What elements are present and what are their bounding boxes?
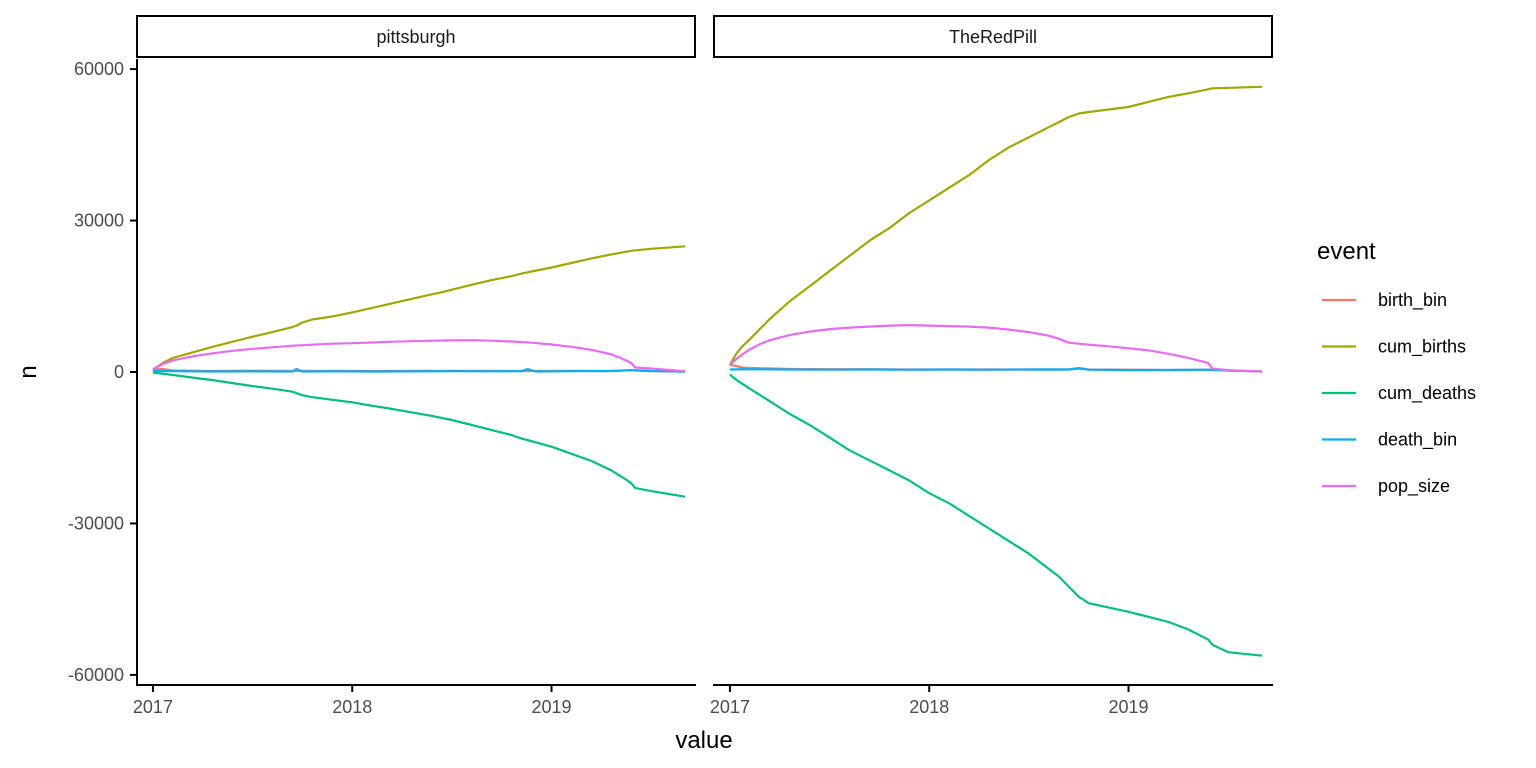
series-line-cum_deaths — [729, 373, 1263, 657]
strip-label-pittsburgh: pittsburgh — [376, 27, 455, 47]
legend-title: event — [1317, 238, 1376, 265]
series-group-theredpill — [728, 85, 1263, 657]
x-ticks-pittsburgh: 2017 2018 2019 — [133, 685, 572, 717]
x-tick-label: 2019 — [1108, 697, 1148, 717]
x-tick-label: 2019 — [531, 697, 571, 717]
x-ticks-theredpill: 2017 2018 2019 — [710, 685, 1149, 717]
series-line-death_bin — [729, 367, 1263, 373]
legend-items: birth_bin cum_births cum_deaths death_binpo… — [1322, 290, 1476, 497]
x-tick-label: 2017 — [133, 697, 173, 717]
y-tick-label: 60000 — [74, 59, 124, 79]
legend-label-death_bin: death_bin — [1378, 430, 1457, 451]
legend-label-cum_deaths: cum_deaths — [1378, 383, 1476, 404]
x-tick-label: 2017 — [710, 697, 750, 717]
series-line-cum_births — [728, 85, 1263, 366]
series-line-cum_deaths — [152, 371, 686, 498]
strip-label-theredpill: TheRedPill — [949, 27, 1037, 47]
y-ticks: 60000 30000 0 -30000 -60000 — [68, 59, 137, 685]
y-tick-label: 30000 — [74, 211, 124, 231]
x-tick-label: 2018 — [332, 697, 372, 717]
series-line-death_bin — [152, 367, 686, 373]
legend-label-pop_size: pop_size — [1378, 476, 1450, 497]
x-axis-title: value — [675, 727, 732, 754]
legend-label-cum_births: cum_births — [1378, 337, 1466, 358]
panel-theredpill: TheRedPill 2017 2018 2019 — [710, 15, 1273, 717]
legend: event birth_bin cum_births cum_deathsdeath… — [1317, 238, 1476, 497]
strip-pittsburgh — [136, 15, 696, 58]
panel-pittsburgh: pittsburgh 2017 2018 2019 — [133, 15, 696, 717]
legend-label-birth_bin: birth_bin — [1378, 290, 1447, 311]
series-group-pittsburgh — [152, 245, 686, 498]
x-tick-label: 2018 — [909, 697, 949, 717]
y-tick-label: 0 — [114, 362, 124, 382]
y-axis-title: n — [15, 365, 42, 378]
series-line-cum_births — [152, 245, 686, 371]
series-line-pop_size — [152, 339, 686, 373]
y-tick-label: -30000 — [68, 513, 124, 533]
y-tick-label: -60000 — [68, 665, 124, 685]
strip-theredpill — [713, 15, 1273, 58]
series-line-pop_size — [729, 324, 1263, 373]
